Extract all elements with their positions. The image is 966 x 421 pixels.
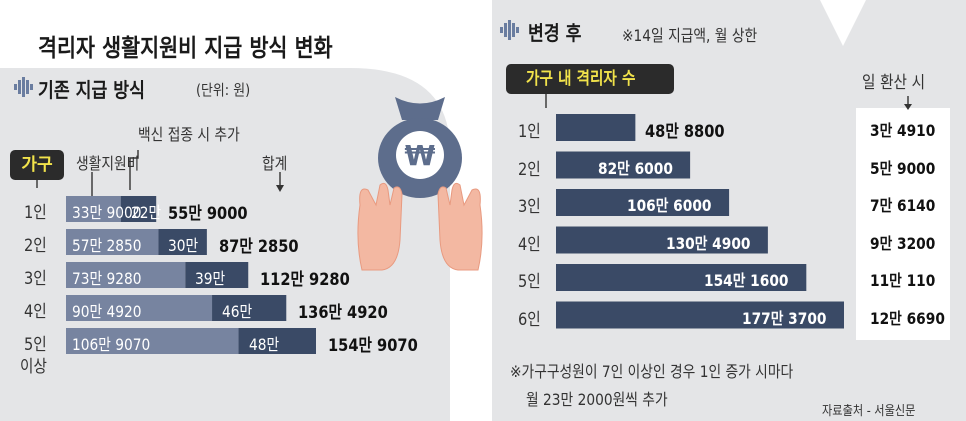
page-title: 격리자 생활지원비 지급 방식 변화 bbox=[38, 34, 333, 62]
old-bar-extra-label: 39만 bbox=[195, 269, 226, 288]
new-daily-label: 9만 3200 bbox=[870, 233, 936, 253]
old-bar-living-label: 33만 9000 bbox=[72, 203, 142, 222]
new-bar bbox=[556, 151, 691, 179]
old-bar-living bbox=[66, 196, 121, 222]
col-total-label: 합계 bbox=[262, 154, 288, 173]
household-pill-old: 가구 bbox=[10, 150, 64, 180]
new-row-label: 5인 bbox=[518, 272, 541, 292]
col-vaccine-label: 백신 접종 시 추가 bbox=[138, 125, 240, 144]
new-bar-label: 154만 1600 bbox=[704, 271, 789, 290]
old-total-label: 112만 9280 bbox=[260, 270, 350, 290]
new-daily-label: 7만 6140 bbox=[870, 196, 936, 215]
household-pill-new: 가구 내 격리자 수 bbox=[506, 64, 674, 94]
old-bar-extra bbox=[212, 295, 287, 321]
old-unit: (단위: 원) bbox=[196, 81, 251, 99]
new-heading: 변경 후 bbox=[528, 21, 582, 45]
new-daily-label: 11만 110 bbox=[870, 271, 936, 290]
new-bar bbox=[556, 264, 807, 291]
old-bar-living-label: 73만 9280 bbox=[72, 269, 142, 288]
old-row-label: 3인 bbox=[24, 269, 47, 289]
old-bar-extra-label: 46만 bbox=[222, 302, 253, 321]
old-bar-living-label: 106만 9070 bbox=[72, 335, 151, 354]
old-bar-extra-label: 30만 bbox=[168, 236, 199, 255]
old-bar-living-label: 90만 4920 bbox=[72, 302, 142, 321]
old-total-label: 87만 2850 bbox=[218, 237, 299, 257]
new-daily-label: 12만 6690 bbox=[870, 308, 945, 328]
money-bag-illustration: ₩ bbox=[378, 97, 462, 198]
old-row-label: 4인 bbox=[24, 302, 47, 322]
new-bar-label: 106만 6000 bbox=[627, 196, 712, 215]
new-bar-label: 82만 6000 bbox=[598, 158, 674, 178]
new-daily-label: 3만 4910 bbox=[870, 121, 936, 140]
old-row-label: 2인 bbox=[24, 236, 47, 256]
footnote-line-1: ※가구구성원이 7인 이상인 경우 1인 증가 시마다 bbox=[510, 362, 794, 381]
old-bar-extra bbox=[238, 328, 316, 354]
total-arrow bbox=[276, 185, 284, 192]
old-row-label: 1인 bbox=[24, 203, 47, 223]
section-icon-new bbox=[500, 20, 519, 40]
old-total-label: 55만 9000 bbox=[168, 204, 248, 224]
daily-arrow bbox=[904, 104, 912, 110]
new-row-label: 1인 bbox=[518, 122, 541, 142]
old-bar-living bbox=[66, 328, 239, 354]
old-bar-extra bbox=[158, 229, 207, 255]
new-row-label: 2인 bbox=[518, 159, 541, 180]
new-bar-label: 130만 4900 bbox=[665, 233, 751, 253]
col-living-label: 생활지원비 bbox=[76, 154, 140, 173]
hands-illustration bbox=[357, 182, 483, 271]
old-bar-living bbox=[66, 295, 213, 321]
new-row-label: 6인 bbox=[518, 309, 541, 330]
old-total-label: 136만 4920 bbox=[298, 303, 389, 323]
source-credit: 자료출처 - 서울신문 bbox=[822, 404, 916, 419]
new-daily-label: 5만 9000 bbox=[870, 158, 936, 178]
old-bar-extra bbox=[185, 262, 249, 288]
old-heading: 기존 지급 방식 bbox=[38, 78, 145, 102]
old-total-label: 154만 9070 bbox=[328, 336, 418, 356]
new-bars bbox=[556, 114, 844, 329]
new-bar bbox=[556, 114, 636, 141]
new-row-label: 3인 bbox=[518, 197, 541, 217]
new-note: ※14일 지급액, 월 상한 bbox=[622, 26, 758, 45]
header-connectors bbox=[36, 150, 281, 196]
section-icon-old bbox=[14, 77, 33, 97]
new-bar-label: 177만 3700 bbox=[742, 308, 827, 328]
old-bar-living bbox=[66, 262, 186, 288]
new-bar bbox=[556, 189, 730, 216]
col-daily-label: 일 환산 시 bbox=[862, 73, 926, 93]
svg-text:₩: ₩ bbox=[405, 139, 436, 172]
old-bar-living-label: 57만 2850 bbox=[72, 236, 142, 255]
footnote-line-2: 월 23만 2000원씩 추가 bbox=[526, 390, 668, 409]
old-bar-extra-label: 48만 bbox=[248, 335, 279, 354]
new-bar bbox=[556, 226, 768, 254]
old-bar-living bbox=[66, 229, 159, 255]
right-panel-notch bbox=[820, 0, 866, 46]
old-bar-extra bbox=[120, 196, 157, 222]
old-bars bbox=[66, 196, 316, 354]
new-bar-label: 48만 8800 bbox=[645, 122, 725, 142]
old-row-label: 5인 bbox=[24, 335, 47, 355]
old-row-label-2: 이상 bbox=[20, 357, 47, 377]
new-row-label: 4인 bbox=[518, 234, 541, 255]
new-bar bbox=[556, 301, 844, 329]
old-bar-extra-label: 22만 bbox=[130, 203, 161, 222]
daily-column-background bbox=[856, 108, 950, 340]
